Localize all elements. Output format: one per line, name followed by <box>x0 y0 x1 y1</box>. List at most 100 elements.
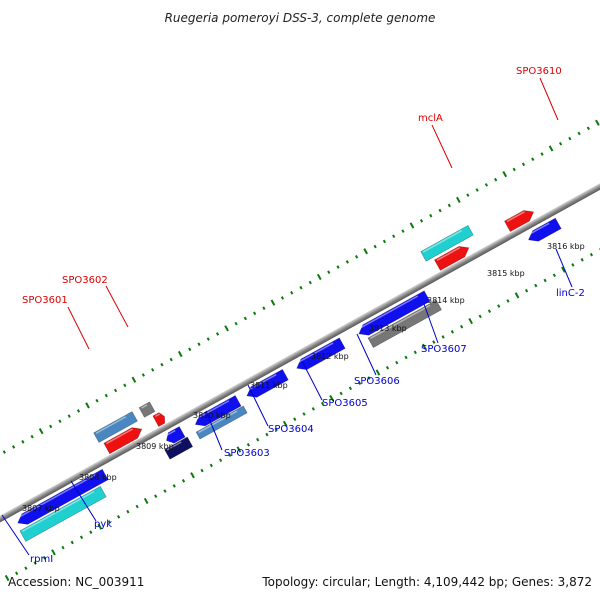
gene-body[interactable] <box>504 207 536 233</box>
gene-label-pyk[interactable]: pyk <box>94 519 112 530</box>
gene-SPO3603[interactable] <box>164 426 186 446</box>
gene-body[interactable] <box>138 401 156 418</box>
gene-body[interactable] <box>93 411 138 443</box>
leader-rpmI <box>1 514 30 556</box>
tick-dot <box>234 321 238 326</box>
gene-body[interactable] <box>420 224 474 262</box>
gene-highlight <box>106 428 133 445</box>
gene-label-SPO3605[interactable]: SPO3605 <box>322 398 368 409</box>
tick-dot <box>206 337 210 341</box>
leader-SPO3607 <box>423 303 439 344</box>
gene-rpmI-pyk-blue[interactable] <box>15 468 109 528</box>
tick-dot <box>534 283 538 288</box>
kbp-scale-labels: 3807 kbp 3808 kbp 3809 kbp 3810 kbp 3811… <box>22 242 585 513</box>
gene-label-SPO3604[interactable]: SPO3604 <box>268 424 314 435</box>
gene-body[interactable] <box>192 395 242 430</box>
tick-dot <box>243 316 247 321</box>
gene-label-mclA[interactable]: mclA <box>418 113 443 124</box>
kbp-label: 3811 kbp <box>250 381 288 390</box>
gene-label-rpmI[interactable]: rpmI <box>30 554 53 565</box>
gene-SPO3605[interactable] <box>244 368 289 401</box>
gene-label-SPO3603[interactable]: SPO3603 <box>224 448 270 459</box>
tick-dot <box>200 468 204 473</box>
gene-SPO3606[interactable] <box>294 337 346 374</box>
tick-dot <box>450 329 454 334</box>
genome-summary-text: Topology: circular; Length: 4,109,442 bp… <box>261 575 592 589</box>
tick-dot <box>404 355 408 360</box>
tick-dot <box>151 368 155 372</box>
tick-dot <box>568 136 572 141</box>
tick-dot <box>265 432 269 437</box>
gene-body[interactable] <box>434 242 472 271</box>
tick-dot <box>4 574 10 582</box>
tick-dot <box>181 479 186 483</box>
gene-body[interactable] <box>103 424 145 455</box>
leader-mclA <box>431 124 453 169</box>
gene-mclA[interactable] <box>434 242 472 271</box>
tick-dot <box>160 362 164 367</box>
gene-SPO3607[interactable] <box>356 290 431 339</box>
gene-highlight <box>527 222 550 236</box>
gene-body[interactable] <box>164 436 194 460</box>
tick-dot <box>441 335 445 339</box>
gene-SPO3607b[interactable] <box>367 299 442 348</box>
gene-label-SPO3606[interactable]: SPO3606 <box>354 376 400 387</box>
gene-body[interactable] <box>526 217 562 245</box>
gene-label-SPO3610[interactable]: SPO3610 <box>516 66 562 77</box>
leader-SPO3601 <box>67 306 90 350</box>
kbp-label: 3809 kbp <box>136 442 174 451</box>
gene-body[interactable] <box>244 368 289 401</box>
tick-dot <box>327 270 331 275</box>
tick-dot <box>456 196 461 203</box>
tick-dot <box>561 266 566 273</box>
gene-body[interactable] <box>195 405 248 440</box>
gene-body[interactable] <box>15 468 109 528</box>
gene-body[interactable] <box>152 411 168 427</box>
gene-linC-2[interactable] <box>526 217 562 245</box>
tick-dot <box>21 440 25 444</box>
tick-dot <box>163 489 167 493</box>
tick-dot <box>506 299 510 303</box>
gene-SPO3601[interactable] <box>103 424 145 455</box>
tick-dot <box>107 520 111 524</box>
gene-mclA-b[interactable] <box>420 224 474 262</box>
tick-dot <box>524 288 529 293</box>
gene-SPO3601b[interactable] <box>93 411 138 443</box>
gene-highlight <box>246 373 277 392</box>
gene-body[interactable] <box>356 290 431 339</box>
gene-SPO3602b[interactable] <box>138 401 156 418</box>
gene-SPO3610[interactable] <box>504 207 536 233</box>
tick-dot <box>345 260 349 264</box>
kbp-label: 3813 kbp <box>369 324 407 333</box>
gene-highlight <box>16 473 97 519</box>
gene-SPO3604[interactable] <box>192 395 242 430</box>
gene-label-SPO3601[interactable]: SPO3601 <box>22 295 68 306</box>
gene-label-SPO3607[interactable]: SPO3607 <box>421 344 467 355</box>
tick-dot <box>540 152 544 156</box>
gene-label-linC-2[interactable]: linC-2 <box>556 288 585 299</box>
gene-body[interactable] <box>367 299 442 348</box>
accession-text: Accession: NC_003911 <box>8 575 144 589</box>
tick-dot <box>478 314 482 319</box>
gene-highlight <box>141 404 148 409</box>
genome-backbone <box>0 7 600 545</box>
map-title: Ruegeria pomeroyi DSS-3, complete genome <box>165 11 436 25</box>
gene-SPO3604b[interactable] <box>195 405 248 440</box>
tick-dot <box>143 497 149 505</box>
gene-body[interactable] <box>164 426 186 446</box>
tick-dot <box>215 332 220 336</box>
gene-body[interactable] <box>19 485 107 542</box>
tick-dot <box>299 285 303 290</box>
gene-SPO3602[interactable] <box>152 411 168 427</box>
gene-highlight <box>422 229 463 253</box>
label-leaders <box>1 77 573 556</box>
tick-dot <box>429 213 433 218</box>
tick-dot <box>466 193 470 197</box>
gene-body[interactable] <box>294 337 346 374</box>
tick-dot <box>274 427 278 432</box>
gene-label-SPO3602[interactable]: SPO3602 <box>62 275 108 286</box>
gene-features[interactable] <box>0 187 568 542</box>
tick-dot <box>447 203 451 208</box>
gene-SPO3603b[interactable] <box>164 436 194 460</box>
